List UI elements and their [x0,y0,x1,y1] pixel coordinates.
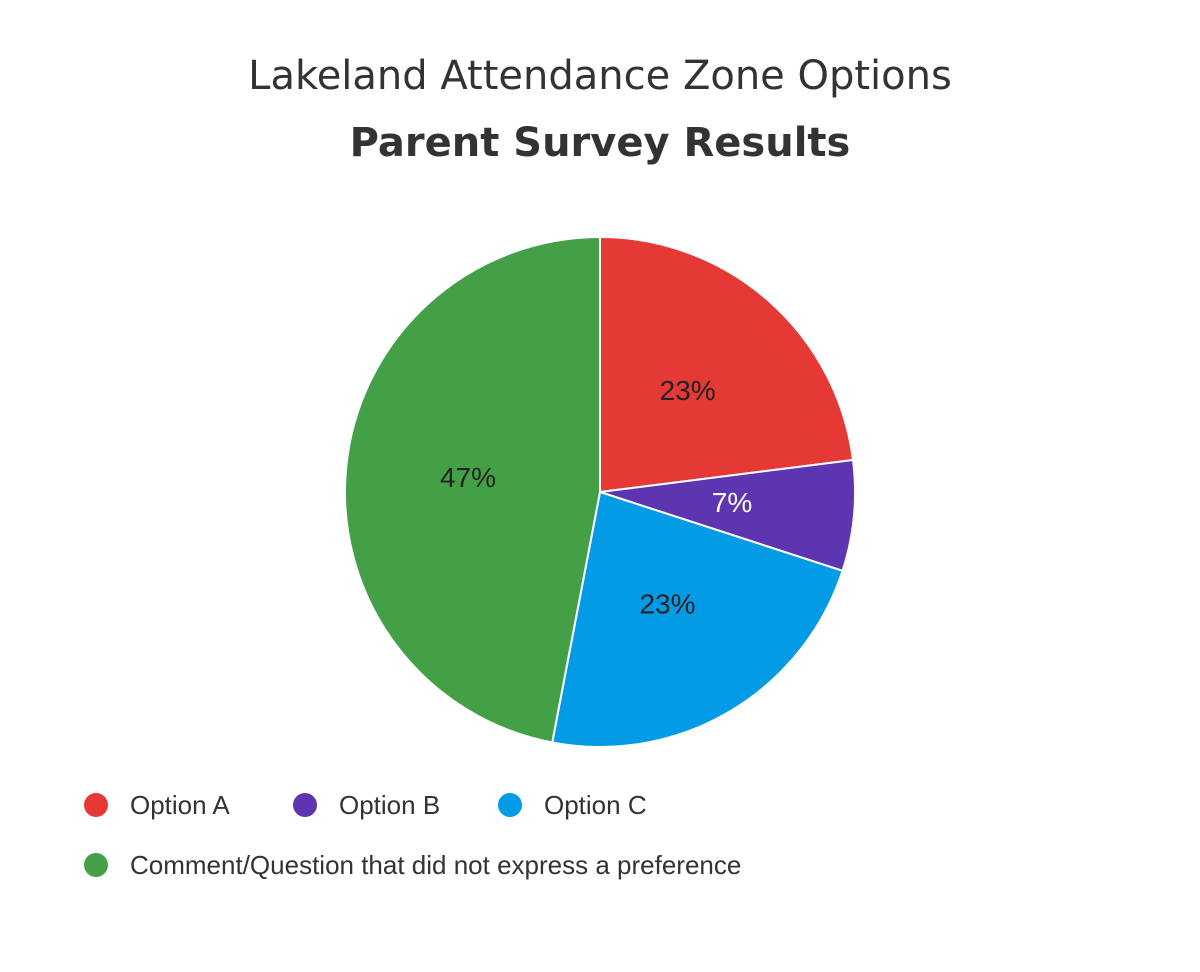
slice-label: 7% [712,487,752,518]
pie-slice [599,235,855,494]
pie-slice [344,235,601,744]
pie-slice [551,490,844,748]
slice-label: 23% [639,589,695,620]
pie-slice [599,458,856,573]
slice-label: 47% [440,462,496,493]
slice-label: 23% [660,375,716,406]
legend-label: Option B [339,790,440,820]
legend-label: Option A [130,790,230,820]
legend-marker [84,853,108,877]
legend-label: Comment/Question that did not express a … [130,850,741,880]
legend-marker [293,793,317,817]
chart-subtitle: Parent Survey Results [350,120,851,166]
chart-title: Lakeland Attendance Zone Options [248,53,952,99]
legend-marker [498,793,522,817]
legend-label: Option C [544,790,647,820]
legend-marker [84,793,108,817]
